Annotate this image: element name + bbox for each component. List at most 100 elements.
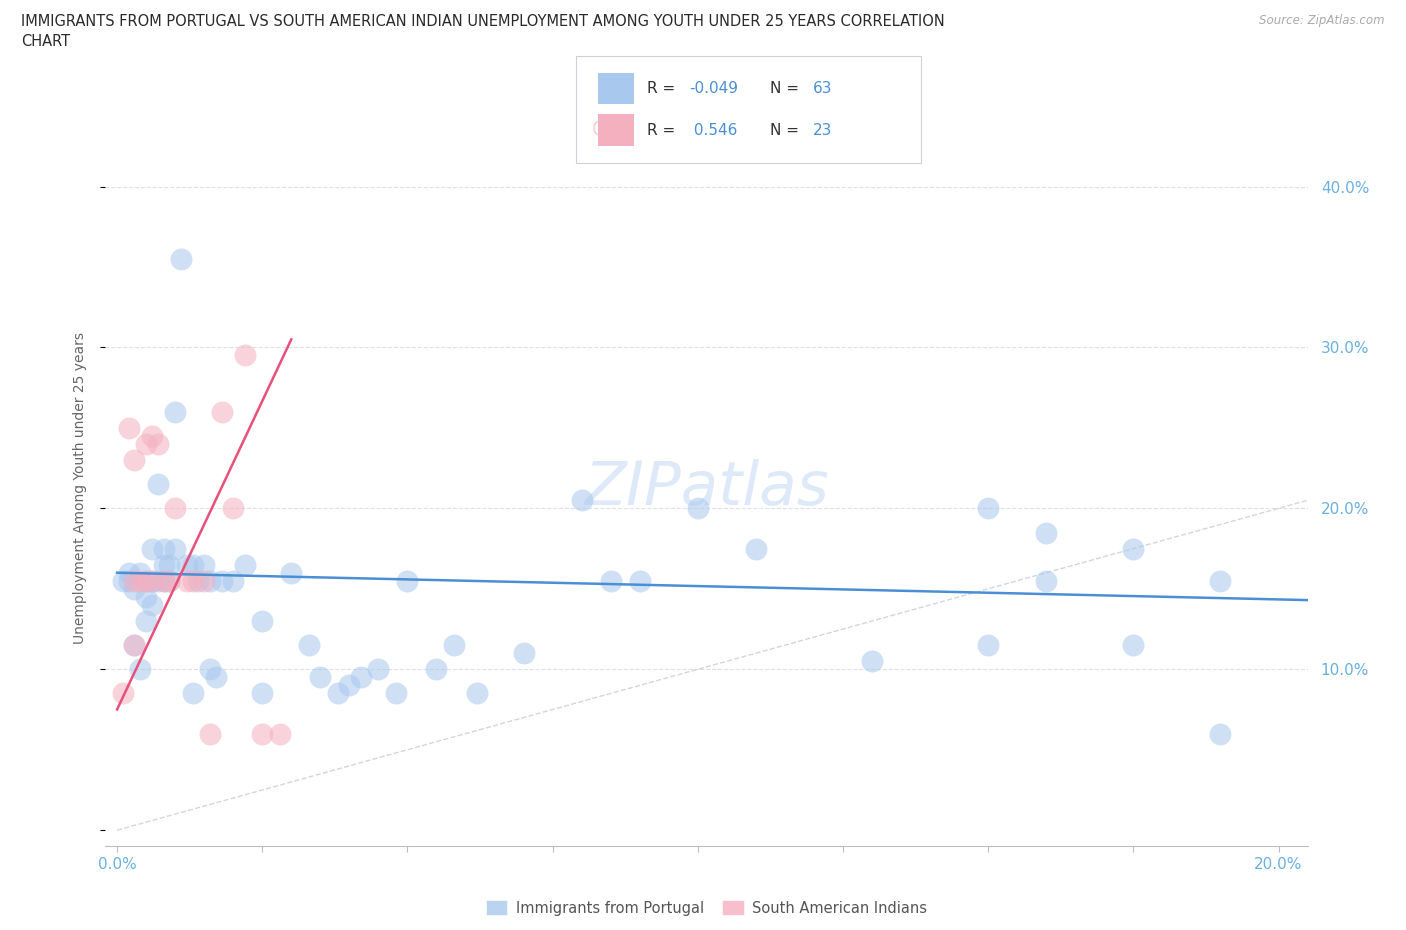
Point — [141, 573, 163, 588]
Text: N =: N = — [770, 123, 804, 138]
Point — [396, 573, 419, 588]
Point — [111, 573, 134, 588]
Point — [298, 638, 321, 653]
Point — [187, 573, 209, 588]
Point — [686, 501, 709, 516]
Point — [129, 565, 152, 580]
Point — [599, 573, 621, 588]
Point — [157, 573, 180, 588]
Point — [165, 501, 187, 516]
Point — [252, 686, 274, 701]
Point — [157, 573, 180, 588]
Text: Source: ZipAtlas.com: Source: ZipAtlas.com — [1260, 14, 1385, 27]
Text: -0.049: -0.049 — [689, 81, 738, 96]
Point — [146, 436, 169, 451]
Point — [1122, 638, 1144, 653]
Point — [571, 493, 593, 508]
Point — [337, 678, 360, 693]
Point — [465, 686, 488, 701]
Point — [193, 557, 215, 572]
Point — [1209, 573, 1232, 588]
Point — [385, 686, 408, 701]
Point — [118, 565, 141, 580]
Text: R =: R = — [647, 81, 681, 96]
Point — [204, 670, 226, 684]
Point — [222, 573, 245, 588]
Text: CHART: CHART — [21, 34, 70, 49]
Point — [141, 573, 163, 588]
Point — [1035, 525, 1057, 540]
Point — [977, 638, 1000, 653]
Point — [170, 251, 193, 266]
Point — [152, 573, 174, 588]
Point — [129, 573, 152, 588]
Point — [233, 348, 256, 363]
Point — [118, 573, 141, 588]
Point — [745, 541, 768, 556]
Point — [165, 405, 187, 419]
Point — [165, 541, 187, 556]
Point — [135, 573, 157, 588]
Point — [512, 645, 534, 660]
Point — [252, 614, 274, 629]
Point — [181, 557, 204, 572]
Point — [367, 662, 389, 677]
Point — [326, 686, 349, 701]
Point — [1035, 573, 1057, 588]
Text: ZIPatlas: ZIPatlas — [585, 458, 828, 518]
Legend: Immigrants from Portugal, South American Indians: Immigrants from Portugal, South American… — [479, 895, 934, 922]
Point — [124, 638, 146, 653]
Text: 23: 23 — [813, 123, 832, 138]
Text: O: O — [592, 120, 609, 140]
Point — [124, 581, 146, 596]
Point — [211, 405, 233, 419]
Point — [146, 477, 169, 492]
Point — [124, 453, 146, 468]
Text: R =: R = — [647, 123, 681, 138]
Point — [176, 573, 198, 588]
Point — [425, 662, 447, 677]
Point — [129, 662, 152, 677]
Text: N =: N = — [770, 81, 804, 96]
Point — [135, 573, 157, 588]
Point — [118, 420, 141, 435]
Point — [1209, 726, 1232, 741]
Point — [1122, 541, 1144, 556]
Point — [252, 726, 274, 741]
Point — [124, 638, 146, 653]
Point — [198, 662, 221, 677]
Point — [141, 541, 163, 556]
Point — [157, 557, 180, 572]
Point — [211, 573, 233, 588]
Point — [152, 557, 174, 572]
Point — [152, 541, 174, 556]
Text: 63: 63 — [813, 81, 832, 96]
Point — [176, 557, 198, 572]
Point — [198, 726, 221, 741]
Point — [350, 670, 373, 684]
Text: IMMIGRANTS FROM PORTUGAL VS SOUTH AMERICAN INDIAN UNEMPLOYMENT AMONG YOUTH UNDER: IMMIGRANTS FROM PORTUGAL VS SOUTH AMERIC… — [21, 14, 945, 29]
Point — [141, 597, 163, 612]
Point — [135, 590, 157, 604]
Point — [181, 686, 204, 701]
Point — [860, 654, 883, 669]
Point — [269, 726, 291, 741]
Y-axis label: Unemployment Among Youth under 25 years: Unemployment Among Youth under 25 years — [73, 332, 87, 644]
Point — [222, 501, 245, 516]
Point — [443, 638, 465, 653]
Point — [280, 565, 302, 580]
Point — [628, 573, 651, 588]
Point — [146, 573, 169, 588]
Point — [309, 670, 332, 684]
Point — [135, 614, 157, 629]
Point — [152, 573, 174, 588]
Point — [111, 686, 134, 701]
Point — [124, 573, 146, 588]
Text: 0.546: 0.546 — [689, 123, 737, 138]
Point — [141, 429, 163, 444]
Point — [233, 557, 256, 572]
Point — [181, 573, 204, 588]
Point — [198, 573, 221, 588]
Point — [135, 436, 157, 451]
Point — [977, 501, 1000, 516]
